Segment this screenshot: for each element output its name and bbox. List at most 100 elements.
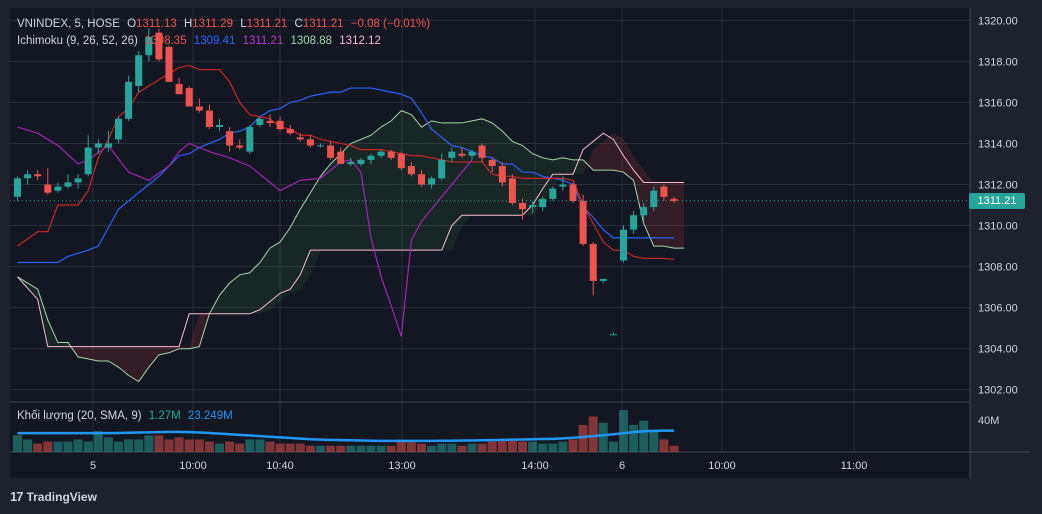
candle-body — [195, 106, 203, 111]
cloud-segment — [522, 145, 533, 216]
volume-bar — [649, 431, 659, 452]
candle-body — [64, 182, 72, 187]
volume-bar — [366, 445, 376, 452]
volume-bar — [103, 437, 113, 452]
candle-body — [185, 88, 193, 107]
volume-bar — [285, 443, 295, 452]
volume-bar — [265, 441, 275, 452]
brand-name: TradingView — [26, 489, 97, 504]
candle-body — [306, 139, 314, 146]
senkou-span-b-line — [17, 132, 685, 348]
volume-bar — [73, 439, 83, 452]
ichimoku-value-kijun: 1308.35 — [145, 35, 187, 47]
open-label: O — [127, 18, 137, 30]
cloud-segment — [562, 157, 573, 175]
volume-bar — [114, 441, 123, 452]
volume-bar — [13, 435, 22, 452]
cloud-segment — [583, 149, 594, 175]
cloud-segment — [411, 114, 422, 251]
volume-bar — [437, 443, 447, 452]
candle-body — [589, 244, 597, 281]
candle-body — [468, 151, 476, 156]
volume-bar — [507, 439, 517, 452]
candle-body — [569, 184, 577, 201]
cloud-segment — [391, 110, 402, 251]
candle-body — [428, 178, 436, 185]
cloud-segment — [381, 120, 392, 251]
cloud-segment — [98, 346, 109, 362]
price-tick-label: 1302.00 — [978, 385, 1018, 397]
candle-body — [44, 184, 52, 193]
candle-body — [104, 143, 112, 148]
time-tick-label: 5 — [90, 460, 96, 472]
candle-body — [175, 83, 183, 95]
cloud-segment — [360, 135, 371, 251]
volume-bar — [518, 441, 527, 452]
candle-body — [387, 151, 395, 158]
candle-body — [145, 36, 153, 56]
volume-bar — [629, 424, 639, 452]
volume-bar — [53, 441, 63, 452]
candle-body — [205, 110, 213, 128]
volume-bar — [305, 445, 315, 452]
senkou-span-a-line — [17, 110, 685, 383]
cloud-segment — [229, 274, 240, 314]
cloud-segment — [552, 157, 563, 189]
candle-body — [155, 32, 163, 60]
volume-bar — [316, 445, 325, 452]
price-tick-label: 1320.00 — [978, 15, 1018, 27]
volume-bar — [174, 437, 184, 452]
volume-bar — [43, 441, 53, 452]
volume-bar — [164, 439, 174, 452]
candle-body — [24, 174, 32, 179]
cloud-segment — [643, 170, 654, 247]
volume-bar — [255, 439, 265, 452]
cloud-segment — [330, 153, 341, 251]
cloud-segment — [37, 289, 48, 347]
candle-body — [84, 147, 92, 175]
volume-bar — [295, 443, 305, 452]
cloud-segment — [259, 248, 270, 314]
candle-body — [508, 178, 516, 203]
volume-legend: Khối lượng (20, SMA, 9) 1.27M 23.249M — [17, 410, 237, 422]
cloud-segment — [239, 272, 250, 314]
volume-bar — [235, 443, 245, 452]
candle-body — [115, 118, 122, 140]
candle-body — [660, 186, 668, 197]
low-value: 1311.21 — [246, 18, 288, 30]
volume-bar — [376, 445, 386, 452]
volume-bar — [558, 441, 568, 452]
candle-body — [256, 118, 264, 125]
cloud-segment — [350, 139, 361, 251]
ichimoku-label: Ichimoku (9, 26, 52, 26) — [17, 35, 138, 47]
cloud-segment — [57, 342, 68, 347]
tradingview-brand[interactable]: 17 TradingView — [10, 489, 97, 504]
high-value: 1311.29 — [192, 18, 233, 30]
candle-body — [418, 174, 425, 185]
candle-body — [266, 120, 274, 123]
cloud-segment — [431, 120, 442, 251]
volume-tick-label: 40M — [978, 415, 999, 427]
candle-body — [125, 81, 133, 119]
volume-bar — [447, 443, 457, 452]
price-tick-label: 1310.00 — [978, 221, 1018, 233]
candle-body — [286, 129, 294, 134]
candle-body — [640, 207, 648, 216]
volume-bar — [538, 443, 548, 452]
volume-bar — [588, 416, 598, 452]
cloud-segment — [401, 110, 412, 251]
candle-body — [14, 178, 21, 197]
open-value: 1311.13 — [136, 18, 177, 30]
ichimoku-value-tenkan: 1309.41 — [193, 35, 236, 47]
cloud-segment — [78, 346, 99, 362]
ichimoku-value-span-b: 1312.12 — [339, 35, 381, 47]
cloud-segment — [280, 227, 291, 302]
candle-body — [357, 159, 365, 164]
ohlc-high: H1311.29 — [184, 18, 233, 30]
candle-body — [559, 184, 567, 187]
candle-body — [579, 200, 587, 245]
time-tick-label: 11:00 — [841, 460, 868, 472]
volume-bar — [33, 443, 43, 452]
price-tick-label: 1308.00 — [978, 262, 1018, 274]
